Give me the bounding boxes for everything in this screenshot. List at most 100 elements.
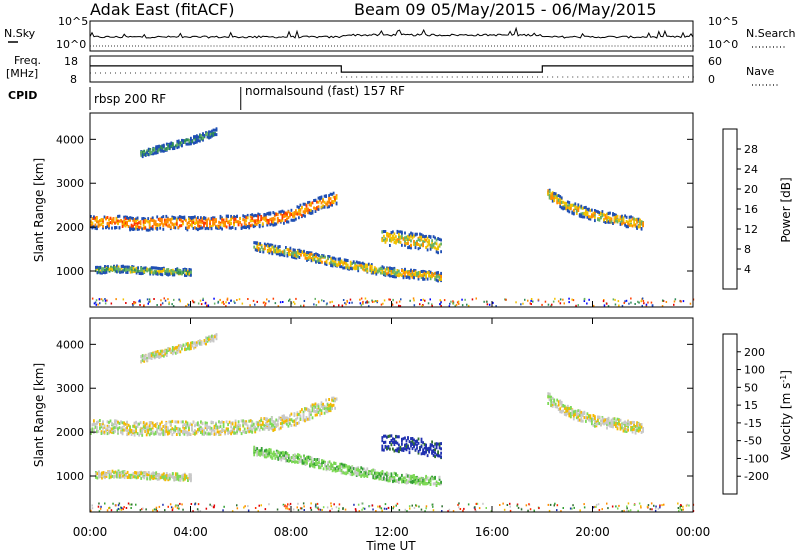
heatmap-cell: [640, 425, 643, 429]
heatmap-cell: [398, 235, 400, 239]
heatmap-cell: [404, 443, 406, 447]
heatmap-cell: [399, 476, 402, 480]
heatmap-cell: [234, 217, 237, 221]
heatmap-cell: [200, 216, 202, 220]
heatmap-cell: [189, 223, 192, 227]
heatmap-cell: [682, 505, 684, 508]
heatmap-cell: [650, 301, 653, 304]
heatmap-cell: [117, 269, 120, 273]
heatmap-cell: [429, 443, 432, 447]
heatmap-cell: [606, 219, 608, 223]
heatmap-cell: [150, 354, 153, 358]
heatmap-cell: [307, 458, 310, 462]
heatmap-cell: [414, 246, 417, 250]
heatmap-cell: [165, 476, 168, 480]
heatmap-cell: [307, 251, 310, 255]
heatmap-cell: [419, 303, 421, 306]
heatmap-cell: [128, 265, 130, 269]
heatmap-cell: [156, 428, 159, 432]
heatmap-cell: [326, 205, 329, 209]
heatmap-cell: [631, 224, 634, 228]
heatmap-cell: [104, 271, 106, 275]
heatmap-cell: [281, 416, 284, 420]
heatmap-cell: [91, 423, 94, 427]
heatmap-cell: [398, 269, 400, 273]
heatmap-cell: [320, 404, 323, 408]
heatmap-cell: [266, 298, 268, 301]
heatmap-cell: [330, 260, 332, 264]
heatmap-cell: [136, 218, 139, 222]
heatmap-cell: [129, 428, 131, 431]
heatmap-cell: [104, 299, 107, 302]
heatmap-cell: [317, 405, 320, 409]
heatmap-cell: [239, 429, 241, 433]
heatmap-cell: [345, 258, 348, 262]
heatmap-cell: [136, 227, 139, 231]
heatmap-cell: [198, 220, 201, 224]
heatmap-cell: [625, 428, 628, 432]
heatmap-cell: [264, 425, 267, 429]
heatmap-cell: [254, 213, 257, 217]
heatmap-cell: [578, 205, 581, 209]
heatmap-cell: [423, 450, 426, 454]
heatmap-cell: [108, 224, 110, 228]
heatmap-cell: [331, 300, 333, 303]
heatmap-cell: [267, 221, 270, 225]
heatmap-cell: [553, 398, 556, 402]
heatmap-cell: [383, 238, 385, 242]
heatmap-cell: [256, 244, 259, 248]
heatmap-cell: [281, 418, 284, 422]
heatmap-cell: [619, 221, 622, 225]
heatmap-cell: [218, 430, 220, 434]
heatmap-cell: [559, 201, 562, 205]
heatmap-cell: [278, 416, 281, 420]
heatmap-cell: [550, 194, 553, 198]
heatmap-cell: [206, 135, 209, 139]
heatmap-cell: [383, 472, 385, 476]
heatmap-cell: [172, 430, 175, 434]
heatmap-cell: [159, 427, 162, 431]
heatmap-cell: [274, 250, 277, 254]
heatmap-cell: [199, 299, 202, 302]
heatmap-cell: [254, 222, 257, 226]
heatmap-cell: [529, 302, 531, 305]
heatmap-cell: [417, 243, 420, 246]
heatmap-cell: [633, 427, 635, 431]
heatmap-cell: [131, 266, 133, 270]
heatmap-cell: [343, 463, 346, 467]
heatmap-cell: [167, 476, 170, 480]
heatmap-cell: [120, 506, 122, 509]
heatmap-cell: [108, 226, 110, 230]
figure-title: Adak East (fitACF): [90, 0, 234, 19]
heatmap-cell: [437, 251, 439, 255]
heatmap-cell: [366, 472, 369, 476]
heatmap-cell: [268, 300, 270, 303]
heatmap-cell: [130, 227, 133, 231]
heatmap-cell: [547, 303, 550, 306]
heatmap-cell: [282, 450, 284, 454]
heatmap-cell: [622, 218, 625, 222]
heatmap-cell: [556, 201, 559, 205]
heatmap-cell: [286, 422, 288, 426]
heatmap-cell: [414, 448, 417, 452]
heatmap-cell: [139, 300, 141, 303]
heatmap-cell: [346, 263, 349, 267]
heatmap-cell: [401, 442, 403, 446]
heatmap-cell: [148, 433, 151, 437]
heatmap-cell: [376, 300, 379, 302]
heatmap-cell: [586, 416, 589, 420]
heatmap-cell: [165, 218, 168, 222]
heatmap-cell: [420, 299, 422, 301]
heatmap-cell: [205, 336, 207, 340]
heatmap-cell: [311, 416, 314, 420]
heatmap-cell: [392, 478, 394, 482]
heatmap-cell: [111, 474, 114, 478]
heatmap-cell: [186, 424, 189, 428]
heatmap-cell: [125, 474, 127, 478]
heatmap-cell: [321, 260, 323, 264]
heatmap-cell: [557, 408, 560, 411]
heatmap-cell: [135, 220, 137, 223]
heatmap-cell: [363, 262, 366, 266]
heatmap-cell: [640, 506, 642, 509]
heatmap-cell: [283, 215, 285, 218]
